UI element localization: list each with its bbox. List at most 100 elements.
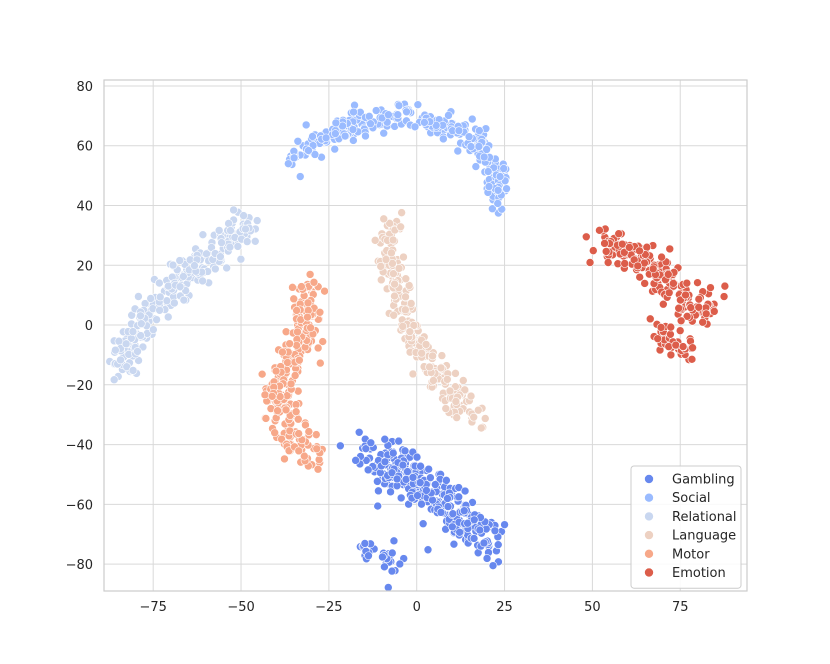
data-point <box>389 310 398 320</box>
data-point <box>488 204 497 214</box>
data-point <box>682 312 692 321</box>
data-point <box>449 539 459 549</box>
legend-marker <box>644 492 654 503</box>
data-point <box>581 232 591 242</box>
data-point <box>686 303 696 312</box>
data-point <box>216 252 225 261</box>
data-point <box>399 252 408 262</box>
data-point <box>267 392 277 401</box>
data-point <box>439 134 448 144</box>
data-point <box>278 347 287 357</box>
data-point <box>402 107 411 117</box>
data-point <box>331 129 340 138</box>
data-point <box>448 522 457 532</box>
data-point <box>445 386 455 396</box>
data-point <box>479 538 489 548</box>
data-point <box>600 239 609 248</box>
data-point <box>420 118 429 127</box>
data-point <box>436 363 446 373</box>
data-point <box>198 230 208 239</box>
data-point <box>706 283 715 292</box>
data-point <box>133 347 142 356</box>
data-point <box>404 281 414 290</box>
data-point <box>309 277 319 287</box>
data-point <box>394 264 404 273</box>
data-point <box>308 132 317 141</box>
data-point <box>633 261 643 271</box>
data-point <box>303 298 313 308</box>
legend-label: Language <box>672 529 736 544</box>
data-point <box>490 526 500 536</box>
legend-label: Motor <box>672 547 710 562</box>
data-point <box>460 385 470 395</box>
data-point <box>394 101 404 110</box>
data-point <box>361 131 370 141</box>
data-point <box>304 427 314 436</box>
data-point <box>688 343 697 353</box>
data-point <box>225 242 235 252</box>
data-point <box>493 199 503 208</box>
data-point <box>114 336 124 346</box>
data-point <box>121 339 131 349</box>
data-point <box>475 126 484 135</box>
data-point <box>635 272 645 282</box>
data-point <box>483 167 493 176</box>
data-point <box>444 111 453 120</box>
data-point <box>360 539 370 548</box>
legend-label: Gambling <box>672 473 735 488</box>
data-point <box>681 290 690 300</box>
data-point <box>260 390 270 400</box>
data-point <box>236 254 246 264</box>
series-gambling <box>336 427 509 592</box>
data-point <box>429 376 438 385</box>
data-point <box>588 246 598 255</box>
data-point <box>336 441 345 451</box>
data-point <box>436 508 446 517</box>
data-point <box>423 545 433 555</box>
data-point <box>437 351 447 360</box>
data-point <box>270 428 279 438</box>
data-point <box>280 454 289 464</box>
data-point <box>425 362 434 372</box>
data-point <box>709 307 719 316</box>
data-point <box>378 552 387 562</box>
data-point <box>406 299 416 308</box>
x-axis-ticks: −75 −50 −25 0 25 50 75 <box>139 600 688 615</box>
data-point <box>318 337 328 346</box>
data-point <box>476 423 486 433</box>
data-point <box>460 486 470 496</box>
data-point <box>295 172 305 181</box>
data-point <box>493 540 503 549</box>
y-tick-label: 80 <box>76 80 93 95</box>
data-point <box>442 375 452 384</box>
data-point <box>409 321 419 330</box>
data-point <box>289 153 299 163</box>
data-point <box>316 358 325 368</box>
data-point <box>475 525 485 535</box>
data-point <box>241 224 250 234</box>
data-point <box>469 515 479 525</box>
data-point <box>370 236 380 245</box>
data-point <box>257 369 267 379</box>
data-point <box>380 562 389 572</box>
data-point <box>224 219 233 228</box>
data-point <box>401 274 411 284</box>
data-point <box>294 446 304 456</box>
data-point <box>320 286 329 296</box>
data-point <box>443 494 452 503</box>
data-point <box>474 405 483 415</box>
data-point <box>214 226 224 235</box>
data-point <box>617 239 627 249</box>
data-point <box>291 400 301 409</box>
data-point <box>665 244 675 254</box>
data-point <box>502 184 511 193</box>
series-relational <box>105 205 262 385</box>
data-point <box>664 288 674 298</box>
data-point <box>417 499 426 509</box>
y-tick-label: 0 <box>85 319 93 334</box>
data-point <box>152 315 161 324</box>
legend-label: Emotion <box>672 566 726 581</box>
data-point <box>250 237 260 246</box>
data-point <box>226 226 235 235</box>
data-point <box>217 238 226 247</box>
